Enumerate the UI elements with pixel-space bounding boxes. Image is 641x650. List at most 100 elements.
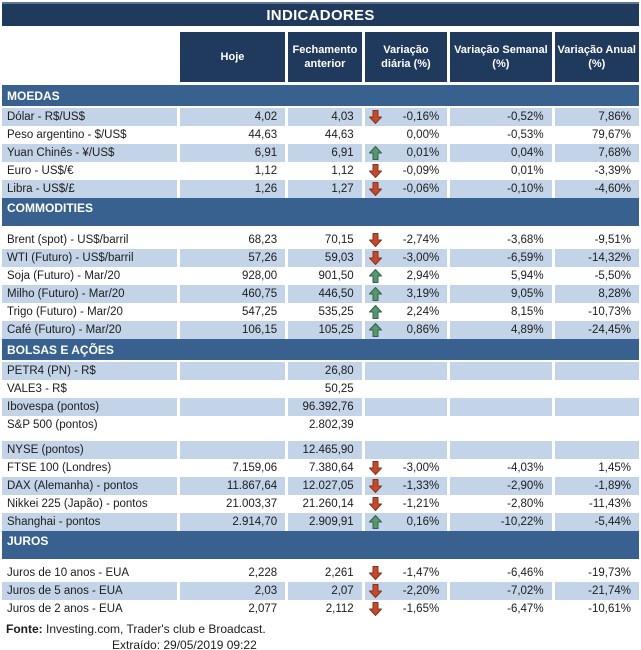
fechamento-anterior-value: 446,50 [285, 285, 362, 303]
table-section: BOLSAS E AÇÕES PETR4 (PN) - R$ 26,80 VAL… [2, 339, 640, 531]
table-row-brent-spot-us-barril: Brent (spot) - US$/barril 68,23 70,15 -2… [2, 231, 640, 249]
variacao-anual-value [551, 380, 640, 398]
row-label: FTSE 100 (Londres) [2, 459, 177, 477]
down-arrow-icon [368, 566, 382, 580]
table-section: COMMODITIES Brent (spot) - US$/barril 68… [2, 198, 640, 339]
hoje-value [176, 441, 286, 459]
table-row-shanghai-pontos: Shanghai - pontos 2.914,70 2.909,91 0,16… [2, 513, 640, 531]
fechamento-anterior-value: 901,50 [285, 267, 362, 285]
hoje-value: 106,15 [176, 321, 286, 339]
table-row-petr4-pn-r: PETR4 (PN) - R$ 26,80 [2, 362, 640, 380]
column-header-row: Hoje Fechamento anterior Variação diária… [2, 32, 639, 82]
fechamento-anterior-value: 1,27 [285, 180, 362, 198]
table-row-juros-de-10-anos-eua: Juros de 10 anos - EUA 2,228 2,261 -1,47… [2, 564, 640, 582]
variacao-anual-value: 7,68% [551, 144, 640, 162]
column-header-variacao-diaria: Variação diária (%) [361, 32, 448, 82]
hoje-value: 11.867,64 [176, 477, 286, 495]
variacao-semanal-value: -7,02% [447, 582, 552, 600]
variacao-anual-value [551, 398, 640, 416]
row-label: Libra - US$/£ [2, 180, 177, 198]
variacao-diaria-value: 3,19% [361, 285, 448, 303]
source-text: Investing.com, Trader's club e Broadcast… [42, 622, 266, 636]
table-row-vale3-r: VALE3 - R$ 50,25 [2, 380, 640, 398]
up-arrow-icon [368, 305, 382, 319]
row-label: S&P 500 (pontos) [2, 416, 177, 434]
row-label: Nikkei 225 (Japão) - pontos [2, 495, 177, 513]
variacao-diaria-value: -2,74% [361, 231, 448, 249]
table-row-nikkei-225-japao-pontos: Nikkei 225 (Japão) - pontos 21.003,37 21… [2, 495, 640, 513]
column-header-fechamento-anterior: Fechamento anterior [285, 32, 362, 82]
row-label: Trigo (Futuro) - Mar/20 [2, 303, 177, 321]
header-spacer [2, 32, 177, 82]
hoje-value: 2,03 [176, 582, 286, 600]
table-row-trigo-futuro-mar-20: Trigo (Futuro) - Mar/20 547,25 535,25 2,… [2, 303, 640, 321]
variacao-diaria-value: -3,00% [361, 459, 448, 477]
variacao-diaria-value: -0,16% [361, 108, 448, 126]
variacao-semanal-value: 0,04% [447, 144, 552, 162]
row-label: Juros de 5 anos - EUA [2, 582, 177, 600]
variacao-semanal-value: -4,03% [447, 459, 552, 477]
table-row-milho-futuro-mar-20: Milho (Futuro) - Mar/20 460,75 446,50 3,… [2, 285, 640, 303]
variacao-semanal-value: -0,53% [447, 126, 552, 144]
table-section: JUROS Juros de 10 anos - EUA 2,228 2,261… [2, 531, 640, 618]
fechamento-anterior-value: 21.260,14 [285, 495, 362, 513]
variacao-diaria-value: -1,33% [361, 477, 448, 495]
hoje-value [176, 398, 286, 416]
hoje-value [176, 416, 286, 434]
variacao-semanal-value: 9,05% [447, 285, 552, 303]
row-label: Ibovespa (pontos) [2, 398, 177, 416]
down-arrow-icon [368, 110, 382, 124]
row-label: NYSE (pontos) [2, 441, 177, 459]
row-label: Brent (spot) - US$/barril [2, 231, 177, 249]
row-label: Soja (Futuro) - Mar/20 [2, 267, 177, 285]
table-row-dax-alemanha-pontos: DAX (Alemanha) - pontos 11.867,64 12.027… [2, 477, 640, 495]
variacao-anual-value: -4,60% [551, 180, 640, 198]
variacao-semanal-value: 4,89% [447, 321, 552, 339]
down-arrow-icon [368, 251, 382, 265]
table-row-juros-de-2-anos-eua: Juros de 2 anos - EUA 2,077 2,112 -1,65%… [2, 600, 640, 618]
fechamento-anterior-value: 50,25 [285, 380, 362, 398]
variacao-diaria-value [361, 362, 448, 380]
fechamento-anterior-value: 26,80 [285, 362, 362, 380]
variacao-diaria-value: -1,21% [361, 495, 448, 513]
hoje-value: 68,23 [176, 231, 286, 249]
variacao-semanal-value [447, 416, 552, 434]
variacao-anual-value: -5,44% [551, 513, 640, 531]
hoje-value: 2,077 [176, 600, 286, 618]
up-arrow-icon [368, 323, 382, 337]
table-row-cafe-futuro-mar-20: Café (Futuro) - Mar/20 106,15 105,25 0,8… [2, 321, 640, 339]
table-body: MOEDAS Dólar - R$/US$ 4,02 4,03 -0,16% -… [2, 85, 640, 618]
up-arrow-icon [368, 269, 382, 283]
hoje-value: 6,91 [176, 144, 286, 162]
fechamento-anterior-value: 59,03 [285, 249, 362, 267]
variacao-semanal-value: 5,94% [447, 267, 552, 285]
variacao-diaria-value: 0,86% [361, 321, 448, 339]
up-arrow-icon [368, 146, 382, 160]
fechamento-anterior-value: 2.909,91 [285, 513, 362, 531]
variacao-semanal-value: 8,15% [447, 303, 552, 321]
column-header-variacao-anual: Variação Anual (%) [551, 32, 639, 82]
row-label: Juros de 2 anos - EUA [2, 600, 177, 618]
row-label: Dólar - R$/US$ [2, 108, 177, 126]
row-label: Peso argentino - $/US$ [2, 126, 177, 144]
hoje-value: 21.003,37 [176, 495, 286, 513]
column-header-hoje: Hoje [176, 32, 286, 82]
variacao-diaria-value: -2,20% [361, 582, 448, 600]
variacao-anual-value: 8,28% [551, 285, 640, 303]
table-row-libra-us: Libra - US$/£ 1,26 1,27 -0,06% -0,10% -4… [2, 180, 640, 198]
row-label: WTI (Futuro) - US$/barril [2, 249, 177, 267]
row-label: Shanghai - pontos [2, 513, 177, 531]
hoje-value: 1,12 [176, 162, 286, 180]
variacao-semanal-value [447, 398, 552, 416]
variacao-semanal-value: -6,59% [447, 249, 552, 267]
hoje-value: 460,75 [176, 285, 286, 303]
variacao-anual-value: 79,67% [551, 126, 640, 144]
fechamento-anterior-value: 44,63 [285, 126, 362, 144]
variacao-semanal-value [447, 380, 552, 398]
fechamento-anterior-value: 7.380,64 [285, 459, 362, 477]
fechamento-anterior-value: 2,112 [285, 600, 362, 618]
row-label: DAX (Alemanha) - pontos [2, 477, 177, 495]
variacao-anual-value: -1,89% [551, 477, 640, 495]
variacao-diaria-value: 0,16% [361, 513, 448, 531]
